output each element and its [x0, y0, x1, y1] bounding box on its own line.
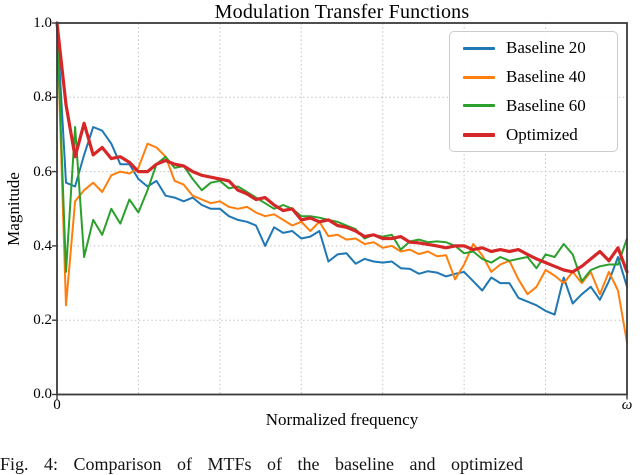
y-tick-label: 0.2 — [33, 312, 52, 328]
series-line-baseline-60 — [56, 22, 628, 283]
legend-label: Baseline 40 — [506, 67, 586, 87]
y-tick-label: 0.4 — [33, 238, 52, 254]
legend-label: Baseline 20 — [506, 38, 586, 58]
figure-caption: Fig. 4: Comparison of MTFs of the baseli… — [0, 454, 523, 474]
series-line-optimized — [55, 21, 629, 274]
plot-border — [56, 22, 628, 396]
legend-entry-baseline-20: Baseline 20 — [450, 34, 617, 63]
y-tick-label: 0.8 — [33, 89, 52, 105]
legend-label: Optimized — [506, 124, 578, 144]
legend-line-swatch-green — [463, 104, 495, 108]
legend-label: Baseline 60 — [506, 95, 586, 115]
x-axis-label: Normalized frequency — [265, 410, 419, 429]
legend-line-swatch-red — [463, 132, 495, 137]
y-axis-label: Magnitude — [4, 172, 23, 246]
legend-entry-baseline-60: Baseline 60 — [450, 92, 617, 121]
legend-entry-optimized: Optimized — [450, 120, 617, 149]
chart-title: Modulation Transfer Functions — [214, 1, 470, 23]
legend-line-swatch-orange — [463, 75, 495, 79]
legend-entry-baseline-40: Baseline 40 — [450, 63, 617, 92]
y-tick-label: 0.0 — [33, 386, 52, 402]
series-line-baseline-40 — [56, 22, 628, 344]
x-tick-label-omega: ω — [621, 397, 633, 413]
y-tick-label: 0.6 — [33, 164, 52, 180]
y-tick-label: 1.0 — [33, 15, 52, 31]
series-line-baseline-20 — [56, 22, 628, 316]
legend-line-swatch-blue — [463, 46, 495, 50]
legend: Baseline 20 Baseline 40 Baseline 60 Opti… — [449, 31, 618, 152]
x-tick-label-zero: 0 — [53, 397, 61, 413]
